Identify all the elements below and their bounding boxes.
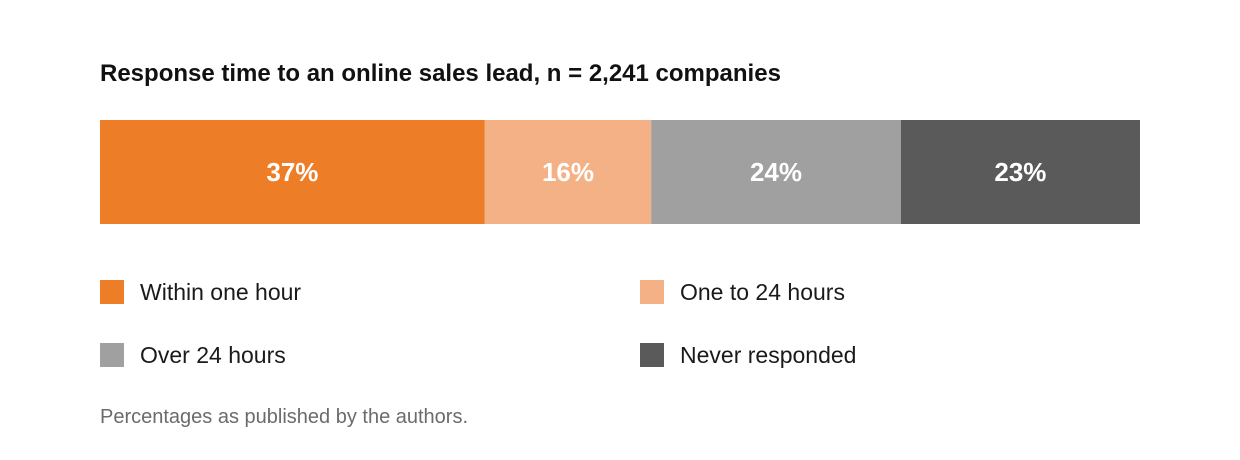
chart-title: Response time to an online sales lead, n… xyxy=(100,60,781,87)
legend-item-within-one-hour: Within one hour xyxy=(100,272,301,312)
bar-segment-within-one-hour xyxy=(100,120,485,224)
bar-label-over-24-hours: 24% xyxy=(750,157,802,187)
stacked-bar-svg: 37% 16% 24% 23% xyxy=(100,120,1140,224)
legend-label-over-24-hours: Over 24 hours xyxy=(140,341,286,368)
legend-label-never-responded: Never responded xyxy=(680,341,857,368)
legend-item-never-responded: Never responded xyxy=(640,335,856,375)
bar-segment-one-to-24-hours xyxy=(484,120,652,224)
legend-swatch-within-one-hour xyxy=(100,280,124,304)
bar-label-never-responded: 23% xyxy=(994,157,1046,187)
legend-item-over-24-hours: Over 24 hours xyxy=(100,335,286,375)
bar-label-within-one-hour: 37% xyxy=(266,157,318,187)
legend-swatch-over-24-hours xyxy=(100,343,124,367)
legend-label-one-to-24-hours: One to 24 hours xyxy=(680,278,845,305)
chart-footnote: Percentages as published by the authors. xyxy=(100,406,469,428)
bar-label-one-to-24-hours: 16% xyxy=(542,157,594,187)
bar-segment-never-responded xyxy=(900,120,1140,224)
stacked-bar: 37% 16% 24% 23% xyxy=(100,120,1140,224)
legend-item-one-to-24-hours: One to 24 hours xyxy=(640,272,845,312)
legend-label-within-one-hour: Within one hour xyxy=(140,278,302,305)
legend-swatch-never-responded xyxy=(640,343,664,367)
bar-segment-over-24-hours xyxy=(651,120,901,224)
legend-swatch-one-to-24-hours xyxy=(640,280,664,304)
